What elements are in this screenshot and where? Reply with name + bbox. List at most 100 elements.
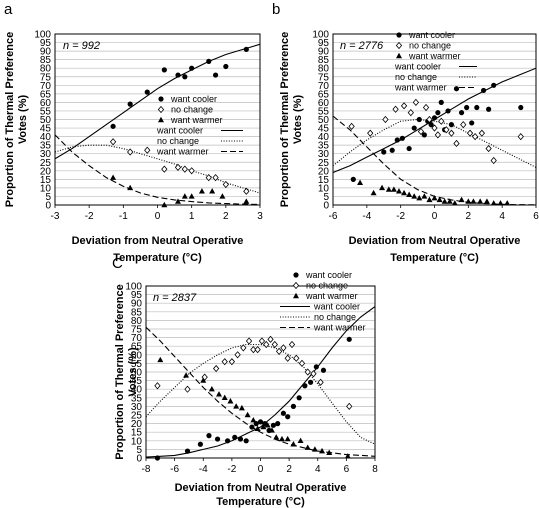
y-tick-label: 0	[136, 454, 142, 465]
chart-panel-c: C051015202530354045505560657075808590951…	[112, 255, 378, 508]
no-change-point	[298, 359, 306, 368]
want-warmer-point	[215, 391, 222, 397]
no-change-point	[466, 129, 474, 137]
want-cooler-point	[206, 58, 212, 64]
x-tick-label: 0	[155, 211, 161, 222]
no-change-point	[184, 385, 191, 393]
y-tick-label: 15	[40, 175, 52, 186]
want-warmer-point	[446, 198, 453, 204]
want-cooler-point	[421, 132, 427, 138]
want-cooler-point	[302, 383, 308, 389]
y-tick-label: 95	[318, 38, 330, 49]
y-axis-title-units: Votes (%)	[127, 347, 139, 397]
y-tick-label: 70	[131, 333, 143, 344]
x-tick-label: -4	[362, 211, 371, 222]
x-tick-label: 1	[189, 211, 195, 222]
want-warmer-point	[297, 437, 304, 443]
y-tick-label: 30	[40, 149, 52, 160]
no-change-point	[478, 129, 485, 137]
panel-label: C	[112, 255, 123, 272]
y-axis-title: Proportion of Thermal Preference	[279, 32, 291, 207]
want-cooler-point	[381, 149, 387, 155]
y-tick-label: 95	[40, 38, 52, 49]
no-change-point	[426, 115, 433, 124]
want-warmer-point	[326, 449, 333, 456]
legend-marker	[293, 272, 299, 278]
want-warmer-point	[421, 193, 428, 199]
y-tick-label: 25	[318, 158, 330, 169]
want-cooler-point	[320, 367, 327, 373]
x-tick-label: -1	[119, 211, 128, 222]
want-cooler-point	[154, 455, 161, 461]
want-warmer-point	[233, 403, 240, 409]
want-cooler-point	[445, 108, 451, 114]
want-warmer-point	[465, 198, 472, 204]
x-tick-label: -6	[329, 211, 338, 222]
want-cooler-point	[223, 63, 229, 70]
y-axis-title-units: Votes (%)	[17, 95, 29, 145]
panel-label: a	[4, 1, 13, 18]
no-change-point	[438, 117, 445, 125]
want-warmer-point	[268, 427, 275, 433]
want-cooler-point	[307, 379, 314, 385]
want-warmer-point	[127, 184, 134, 191]
want-warmer-curve	[146, 326, 375, 457]
no-change-point	[346, 402, 353, 411]
y-tick-label: 55	[40, 106, 52, 117]
no-change-point	[471, 132, 479, 141]
want-warmer-curve	[55, 134, 260, 205]
legend-label: want cooler	[170, 94, 217, 104]
chart-panel-a: a051015202530354045505560657075808590951…	[4, 1, 263, 264]
y-tick-label: 70	[40, 81, 52, 92]
y-tick-label: 90	[40, 47, 52, 58]
want-cooler-point	[110, 123, 116, 129]
y-tick-label: 75	[318, 72, 330, 83]
want-warmer-point	[284, 435, 291, 442]
legend-marker	[395, 41, 403, 50]
want-cooler-point	[313, 364, 319, 370]
legend-marker	[158, 96, 164, 102]
want-warmer-point	[504, 200, 511, 206]
want-warmer-point	[200, 377, 207, 383]
no-change-point	[144, 146, 151, 154]
want-warmer-point	[264, 422, 271, 428]
want-warmer-point	[243, 198, 250, 204]
x-tick-label: 2	[466, 211, 472, 222]
y-tick-label: 30	[318, 149, 330, 160]
x-tick-label: -8	[142, 464, 151, 475]
want-cooler-point	[127, 101, 133, 107]
no-change-point	[412, 98, 420, 107]
want-cooler-curve	[55, 43, 260, 160]
y-tick-label: 30	[131, 402, 143, 413]
want-cooler-point	[296, 395, 302, 401]
no-change-point	[417, 127, 425, 136]
want-warmer-point	[250, 416, 257, 423]
y-axis-title-units: Votes (%)	[292, 95, 304, 145]
y-tick-label: 65	[40, 89, 52, 100]
want-cooler-point	[232, 434, 238, 440]
no-change-point	[288, 340, 296, 349]
want-cooler-point	[290, 403, 297, 409]
want-warmer-point	[458, 196, 465, 203]
y-tick-label: 50	[40, 115, 52, 126]
no-change-point	[460, 121, 467, 129]
want-cooler-point	[224, 438, 231, 444]
legend-label: want cooler	[394, 62, 441, 72]
y-tick-label: 85	[131, 307, 143, 318]
panel-label: b	[272, 1, 280, 18]
no-change-point	[213, 364, 220, 373]
want-warmer-point	[385, 186, 392, 192]
want-warmer-point	[319, 447, 326, 454]
x-tick-label: 4	[315, 464, 321, 475]
x-axis-title: Deviation from Neutral Operative	[72, 235, 244, 247]
legend-label: want warmer	[408, 51, 461, 61]
no-change-point	[127, 148, 134, 156]
want-warmer-point	[254, 425, 261, 431]
want-cooler-point	[435, 110, 441, 116]
want-warmer-point	[344, 453, 351, 459]
y-tick-label: 10	[318, 183, 330, 194]
sample-size-label: n = 2837	[153, 292, 197, 304]
want-warmer-point	[357, 179, 364, 185]
